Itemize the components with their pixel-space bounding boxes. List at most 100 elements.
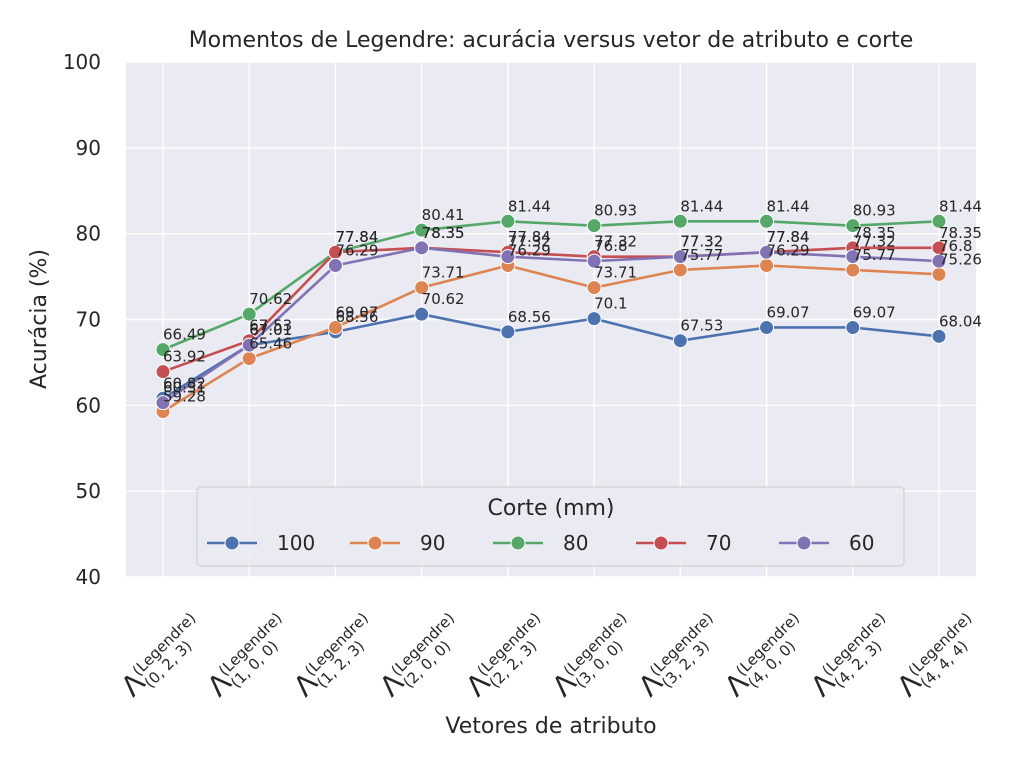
- data-label: 76.29: [508, 242, 551, 260]
- legend-item-80: 80: [493, 531, 588, 555]
- data-label: 70.62: [422, 290, 465, 308]
- data-point: [586, 218, 602, 234]
- data-label: 78.35: [422, 224, 465, 242]
- data-point: [327, 319, 343, 335]
- data-point: [759, 244, 775, 260]
- data-label: 73.71: [422, 264, 465, 282]
- data-label: 73.71: [594, 264, 637, 282]
- data-point: [931, 266, 947, 282]
- data-point: [414, 306, 430, 322]
- data-label: 70.62: [249, 290, 292, 308]
- data-label: 66.49: [163, 326, 206, 344]
- data-point: [586, 253, 602, 269]
- data-label: 77.32: [680, 233, 723, 251]
- data-point: [500, 249, 516, 265]
- series-line: [162, 246, 939, 373]
- data-point: [845, 319, 861, 335]
- legend-title: Corte (mm): [487, 496, 614, 521]
- data-point: [672, 249, 688, 265]
- data-point: [327, 258, 343, 274]
- data-label: 77.32: [508, 233, 551, 251]
- data-point: [241, 306, 257, 322]
- legend-label: 70: [706, 531, 731, 555]
- data-label: 75.77: [680, 246, 723, 264]
- x-tick-label: Λ(Legendre)(4, 2, 3): [804, 609, 889, 703]
- data-point: [672, 333, 688, 349]
- x-tick-label: Λ(Legendre)(1, 0, 0): [201, 609, 286, 703]
- data-point: [845, 262, 861, 278]
- data-label: 69.07: [853, 303, 896, 321]
- data-label: 77.84: [335, 228, 378, 246]
- data-label: 81.44: [939, 197, 982, 215]
- y-tick-label: 90: [76, 136, 101, 160]
- data-point: [155, 395, 171, 411]
- data-label: 75.77: [853, 246, 896, 264]
- data-label: 76.29: [335, 242, 378, 260]
- legend-label: 80: [563, 531, 588, 555]
- data-label: 80.41: [422, 206, 465, 224]
- x-tick-label: Λ(Legendre)(2, 0, 0): [373, 609, 458, 703]
- x-tick-label: Λ(Legendre)(0, 2, 3): [115, 609, 200, 703]
- legend-label: 90: [420, 531, 445, 555]
- x-tick-label: Λ(Legendre)(3, 2, 3): [632, 609, 717, 703]
- series-line: [162, 264, 940, 413]
- legend-item-90: 90: [350, 531, 445, 555]
- data-point: [414, 222, 430, 238]
- x-tick-label: Λ(Legendre)(2, 2, 3): [460, 609, 545, 703]
- data-label: 76.8: [594, 237, 627, 255]
- x-tick-label: Λ(Legendre)(3, 0, 0): [546, 609, 631, 703]
- series-line: [162, 312, 940, 400]
- data-label: 67.53: [680, 317, 723, 335]
- legend-swatch-marker: [796, 535, 812, 551]
- legend: Corte (mm) 100 90 80 70 60: [196, 486, 905, 567]
- y-tick-label: 80: [76, 222, 101, 246]
- y-tick-label: 70: [76, 308, 101, 332]
- data-label: 67.01: [249, 321, 292, 339]
- data-point: [931, 253, 947, 269]
- data-label: 68.56: [508, 308, 551, 326]
- data-label: 77.84: [767, 228, 810, 246]
- data-label: 80.93: [594, 202, 637, 220]
- data-label: 81.44: [680, 197, 723, 215]
- y-tick-label: 40: [76, 565, 101, 589]
- legend-item-100: 100: [207, 531, 315, 555]
- legend-item-60: 60: [779, 531, 874, 555]
- data-point: [672, 262, 688, 278]
- data-label: 77.84: [335, 228, 378, 246]
- y-tick-label: 100: [63, 50, 101, 74]
- data-point: [500, 324, 516, 340]
- data-label: 68.04: [939, 312, 982, 330]
- series: [155, 213, 947, 420]
- data-label: 67.53: [249, 317, 292, 335]
- data-label: 65.46: [249, 334, 292, 352]
- data-point: [414, 240, 430, 256]
- data-point: [155, 342, 171, 358]
- data-label: 78.35: [939, 224, 982, 242]
- legend-label: 60: [849, 531, 874, 555]
- legend-swatch-marker: [653, 535, 669, 551]
- data-label: 78.35: [853, 224, 896, 242]
- series-80: [155, 213, 947, 358]
- data-labels: 60.82 67.01 68.56 70.62 68.56 70.1 67.53 69.07 6…: [163, 197, 982, 405]
- series-line: [162, 220, 940, 351]
- data-point: [586, 311, 602, 327]
- data-point: [241, 350, 257, 366]
- x-tick-label: Λ(Legendre)(1, 2, 3): [287, 609, 372, 703]
- data-point: [500, 213, 516, 229]
- data-label: 78.35: [422, 224, 465, 242]
- data-label: 60.31: [163, 379, 206, 397]
- data-label: 81.44: [767, 197, 810, 215]
- data-point: [931, 213, 947, 229]
- x-tick-label: Λ(Legendre)(4, 0, 0): [718, 609, 803, 703]
- series-line: [162, 246, 940, 404]
- data-label: 80.93: [853, 202, 896, 220]
- data-point: [241, 337, 257, 353]
- y-axis-label: Acurácia (%): [27, 249, 52, 389]
- data-point: [759, 258, 775, 274]
- legend-swatch-marker: [510, 535, 526, 551]
- data-label: 76.29: [767, 242, 810, 260]
- data-point: [759, 213, 775, 229]
- data-point: [155, 364, 171, 380]
- data-label: 75.26: [939, 250, 982, 268]
